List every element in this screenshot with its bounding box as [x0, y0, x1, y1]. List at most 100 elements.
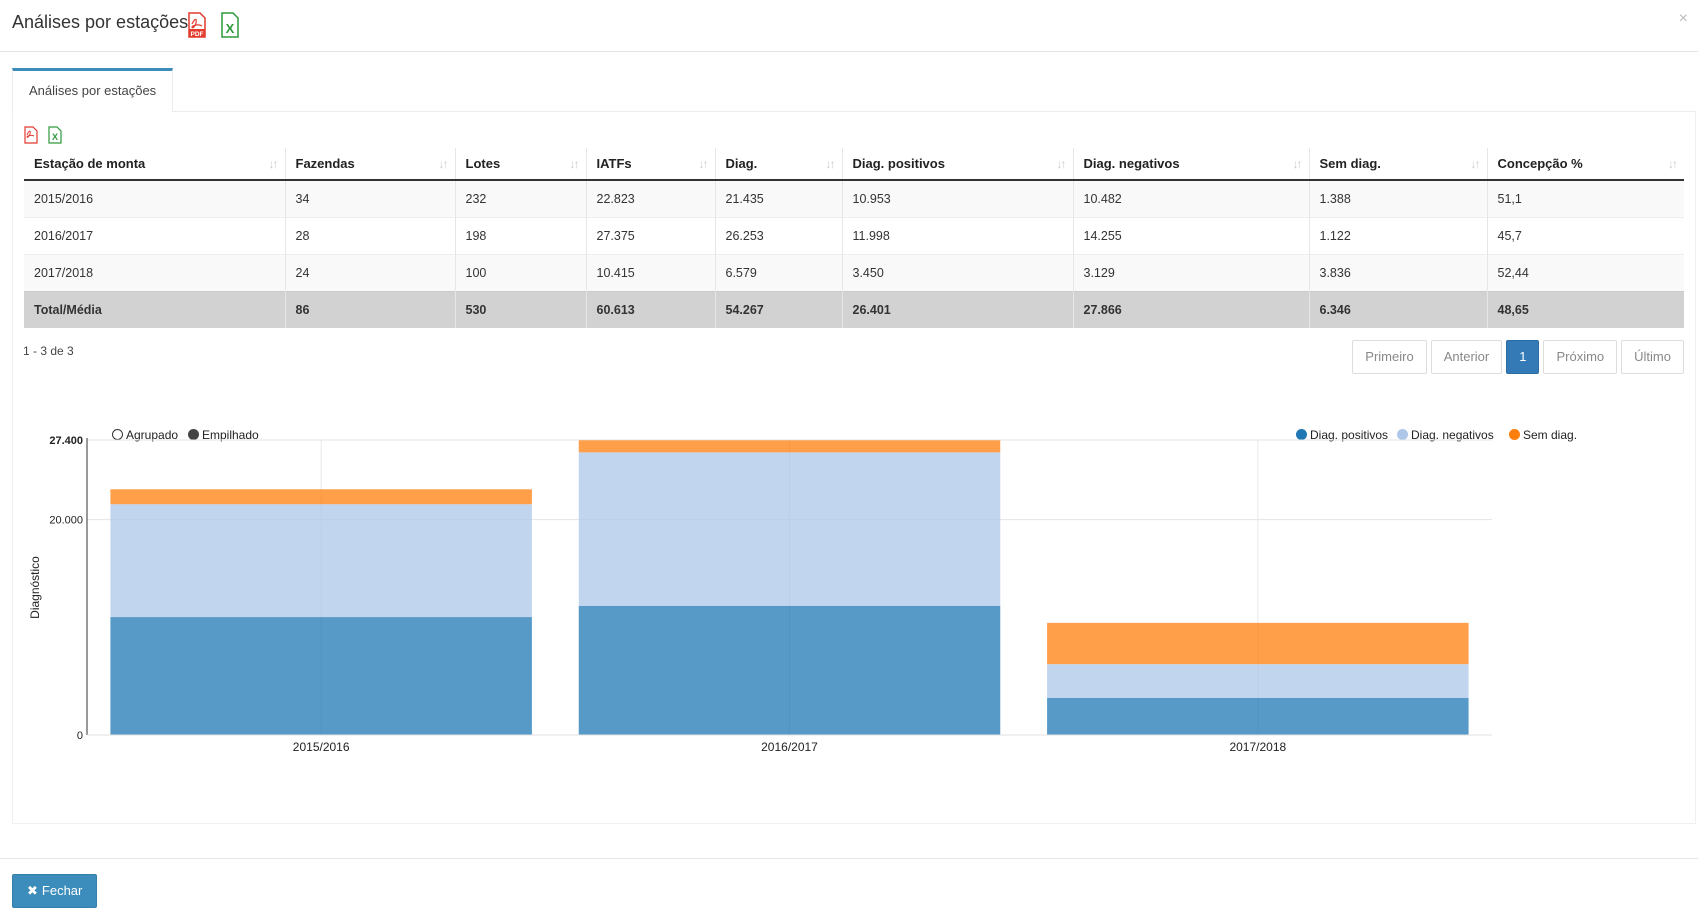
bar [578, 452, 1001, 606]
table-cell: 1.388 [1309, 179, 1488, 217]
tab-panel [12, 112, 1696, 824]
table-cell: 3.450 [842, 253, 1074, 291]
table-cell: 530 [455, 290, 587, 328]
legend-sem-diag[interactable]: Sem diag. [1509, 428, 1577, 442]
stacked-toggle[interactable]: Empilhado [188, 428, 259, 442]
table-cell: 232 [455, 179, 587, 217]
pdf-export-icon[interactable]: PDF [187, 12, 207, 38]
table-cell: 21.435 [715, 179, 843, 217]
table-cell: 86 [285, 290, 456, 328]
tab-analises-por-estacoes[interactable]: Análises por estações [12, 68, 174, 112]
table-cell: 6.579 [715, 253, 843, 291]
x-tick-label: 2016/2017 [761, 740, 818, 754]
table-cell: 6.346 [1309, 290, 1488, 328]
pdf-export-icon[interactable] [24, 126, 38, 144]
sort-icon[interactable]: ↓↑ [1056, 157, 1067, 171]
legend-swatch [1296, 429, 1307, 440]
y-tick-label: 20.000 [49, 515, 83, 527]
sort-icon[interactable]: ↓↑ [825, 157, 836, 171]
sort-icon[interactable]: ↓↑ [569, 157, 580, 171]
table-cell: 26.253 [715, 216, 843, 254]
legend-diag-positivos[interactable]: Diag. positivos [1296, 428, 1388, 442]
pagination: Primeiro Anterior 1 Próximo Último [1352, 340, 1684, 374]
x-tick-label: 2017/2018 [1229, 740, 1286, 754]
column-header-diag-negativos[interactable]: Diag. negativos ↓↑ [1073, 148, 1310, 181]
column-header-iatfs[interactable]: IATFs ↓↑ [586, 148, 716, 181]
table-row: 2017/2018 24 100 10.415 6.579 3.450 3.12… [24, 253, 1684, 291]
stacked-bar-chart: 0 20.000 27.400 2015/2016 2016/2017 2017/2018… [28, 435, 1492, 754]
column-header-lotes[interactable]: Lotes ↓↑ [455, 148, 587, 181]
svg-text:PDF: PDF [191, 31, 204, 38]
chart-container: Agrupado Empilhado Diag. positivos Diag.… [12, 410, 1652, 790]
sort-icon[interactable]: ↓↑ [1668, 157, 1678, 171]
column-header-diag[interactable]: Diag. ↓↑ [715, 148, 843, 181]
column-header-sem-diag[interactable]: Sem diag. ↓↑ [1309, 148, 1488, 181]
svg-text:X: X [226, 21, 235, 36]
sort-icon[interactable]: ↓↑ [268, 157, 279, 171]
column-header-estacao[interactable]: Estação de monta ↓↑ [24, 148, 286, 181]
column-header-fazendas[interactable]: Fazendas ↓↑ [285, 148, 456, 181]
legend-swatch [1397, 429, 1408, 440]
excel-export-icon[interactable]: X [220, 12, 240, 38]
table-cell: 2017/2018 [24, 253, 286, 291]
y-tick-label: 27.400 [49, 435, 83, 447]
table-cell: 10.482 [1073, 179, 1310, 217]
sort-icon[interactable]: ↓↑ [438, 157, 449, 171]
table-cell: 27.866 [1073, 290, 1310, 328]
footer-divider [0, 858, 1698, 859]
table-header-row: Estação de monta ↓↑ Fazendas ↓↑ Lotes ↓↑ IA… [24, 148, 1684, 181]
x-tick-label: 2015/2016 [293, 740, 350, 754]
column-header-concepcao[interactable]: Concepção % ↓↑ [1487, 148, 1684, 181]
y-tick-label: 0 [77, 730, 83, 742]
modal-header: Análises por estações PDF X × [0, 0, 1698, 52]
table-cell: 51,1 [1487, 179, 1684, 217]
sort-icon[interactable]: ↓↑ [1292, 157, 1303, 171]
table-cell: Total/Média [24, 290, 286, 328]
excel-export-icon[interactable]: X [48, 126, 62, 144]
bar [110, 504, 532, 618]
table-cell: 24 [285, 253, 456, 291]
table-cell: 3.836 [1309, 253, 1488, 291]
table-cell: 22.823 [586, 179, 716, 217]
table-cell: 60.613 [586, 290, 716, 328]
table-cell: 100 [455, 253, 587, 291]
svg-text:X: X [52, 132, 58, 142]
modal-title: Análises por estações [12, 12, 189, 32]
close-icon[interactable]: × [1678, 10, 1688, 27]
pagination-page-1-button[interactable]: 1 [1506, 340, 1540, 374]
table-cell: 3.129 [1073, 253, 1310, 291]
table-row: 2016/2017 28 198 27.375 26.253 11.998 14… [24, 216, 1684, 254]
bar [110, 617, 532, 735]
pagination-last-button[interactable]: Último [1621, 340, 1684, 374]
table-total-row: Total/Média 86 530 60.613 54.267 26.401 … [24, 290, 1684, 328]
sort-icon[interactable]: ↓↑ [1470, 157, 1481, 171]
table-cell: 10.415 [586, 253, 716, 291]
pagination-next-button[interactable]: Próximo [1543, 340, 1618, 374]
table-cell: 54.267 [715, 290, 843, 328]
bar [110, 489, 532, 505]
table-cell: 10.953 [842, 179, 1074, 217]
table-cell: 26.401 [842, 290, 1074, 328]
bar [578, 440, 1001, 453]
table-cell: 28 [285, 216, 456, 254]
legend-diag-negativos[interactable]: Diag. negativos [1397, 428, 1494, 442]
table-cell: 45,7 [1487, 216, 1684, 254]
tab-bar: Análises por estações [12, 68, 1696, 112]
table-cell: 34 [285, 179, 456, 217]
sort-icon[interactable]: ↓↑ [698, 157, 709, 171]
table-cell: 27.375 [586, 216, 716, 254]
bar [1047, 697, 1469, 735]
legend-swatch [1509, 429, 1520, 440]
stations-table: Estação de monta ↓↑ Fazendas ↓↑ Lotes ↓↑ IA… [24, 148, 1684, 328]
column-header-diag-positivos[interactable]: Diag. positivos ↓↑ [842, 148, 1074, 181]
table-cell: 14.255 [1073, 216, 1310, 254]
table-cell: 198 [455, 216, 587, 254]
table-cell: 2015/2016 [24, 179, 286, 217]
record-count: 1 - 3 de 3 [23, 344, 74, 358]
bar [578, 605, 1001, 735]
close-button[interactable]: ✖ Fechar [12, 874, 98, 908]
pagination-first-button[interactable]: Primeiro [1352, 340, 1427, 374]
radio-filled-icon [188, 429, 199, 440]
pagination-prev-button[interactable]: Anterior [1430, 340, 1503, 374]
close-icon: ✖ [27, 883, 38, 898]
